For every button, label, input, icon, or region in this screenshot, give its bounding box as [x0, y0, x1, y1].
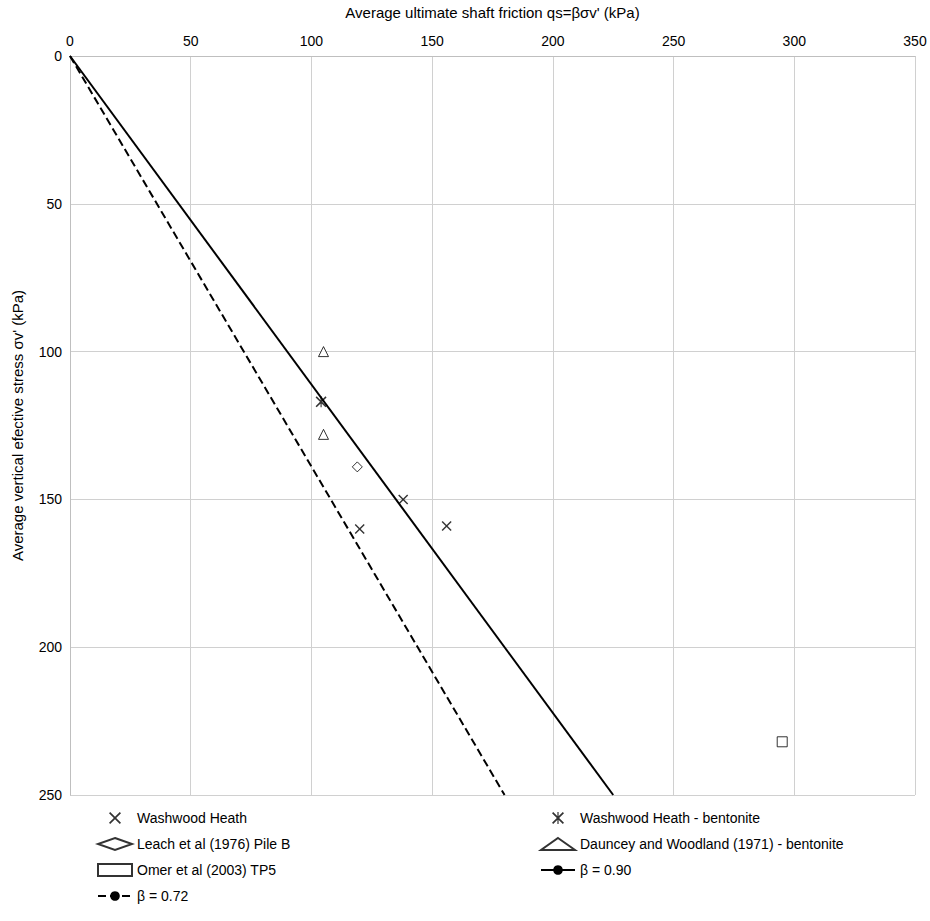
svg-text:Average ultimate shaft frictio: Average ultimate shaft friction qs=βσv' … [345, 4, 639, 21]
svg-text:Dauncey and Woodland (1971) -: Dauncey and Woodland (1971) - bentonite [580, 836, 844, 852]
svg-text:50: 50 [46, 196, 62, 212]
svg-text:300: 300 [783, 33, 807, 49]
svg-text:250: 250 [662, 33, 686, 49]
svg-text:0: 0 [54, 48, 62, 64]
svg-text:Leach et al (1976) Pile B: Leach et al (1976) Pile B [137, 836, 290, 852]
svg-text:200: 200 [39, 639, 63, 655]
svg-text:100: 100 [39, 344, 63, 360]
svg-text:β = 0.90: β = 0.90 [580, 862, 631, 878]
svg-text:0: 0 [66, 33, 74, 49]
svg-text:200: 200 [541, 33, 565, 49]
svg-text:150: 150 [39, 491, 63, 507]
svg-text:Washwood Heath - bentonite: Washwood Heath - bentonite [580, 810, 760, 826]
svg-text:Average vertical efective stre: Average vertical efective stress σv' (kP… [9, 290, 26, 561]
svg-text:β = 0.72: β = 0.72 [137, 888, 188, 904]
svg-text:Washwood Heath: Washwood Heath [137, 810, 247, 826]
svg-text:250: 250 [39, 787, 63, 803]
svg-text:150: 150 [420, 33, 444, 49]
svg-text:350: 350 [903, 33, 927, 49]
svg-text:Omer et al (2003) TP5: Omer et al (2003) TP5 [137, 862, 276, 878]
svg-text:100: 100 [300, 33, 324, 49]
svg-text:50: 50 [183, 33, 199, 49]
